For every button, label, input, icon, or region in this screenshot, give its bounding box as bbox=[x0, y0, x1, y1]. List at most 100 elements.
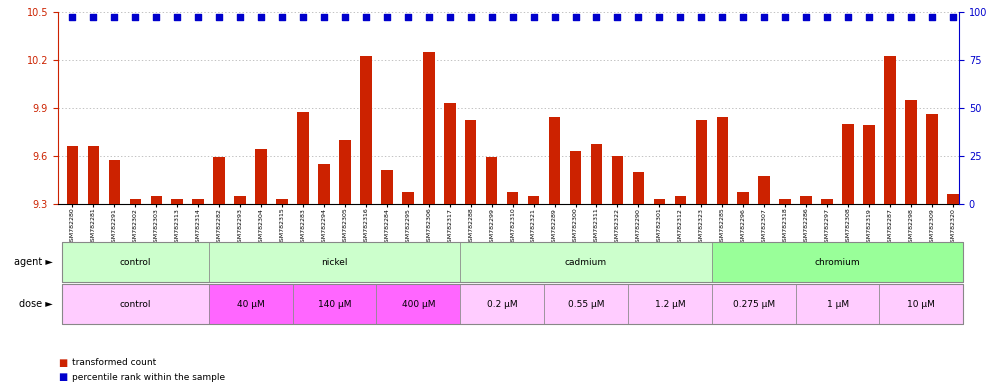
Point bbox=[127, 14, 143, 20]
Text: 1.2 μM: 1.2 μM bbox=[654, 300, 685, 309]
Bar bbox=[171, 199, 183, 204]
Bar bbox=[444, 103, 455, 204]
Bar bbox=[528, 195, 540, 204]
Point bbox=[337, 14, 353, 20]
Bar bbox=[486, 157, 497, 204]
Bar bbox=[864, 125, 874, 204]
Bar bbox=[591, 144, 603, 204]
Point bbox=[107, 14, 123, 20]
Point bbox=[316, 14, 332, 20]
Point bbox=[651, 14, 667, 20]
Bar bbox=[297, 113, 309, 204]
Point bbox=[903, 14, 919, 20]
Point bbox=[86, 14, 102, 20]
Bar bbox=[780, 199, 791, 204]
Bar bbox=[926, 114, 937, 204]
Bar bbox=[129, 199, 141, 204]
Bar bbox=[884, 56, 895, 204]
Bar bbox=[822, 199, 833, 204]
Point bbox=[211, 14, 227, 20]
Point bbox=[861, 14, 876, 20]
Text: chromium: chromium bbox=[815, 258, 861, 266]
Text: 140 μM: 140 μM bbox=[318, 300, 352, 309]
Point bbox=[798, 14, 814, 20]
Text: 40 μM: 40 μM bbox=[237, 300, 265, 309]
Point bbox=[714, 14, 730, 20]
Point bbox=[756, 14, 772, 20]
Bar bbox=[612, 156, 623, 204]
Bar bbox=[340, 139, 351, 204]
Bar bbox=[67, 146, 79, 204]
Bar bbox=[758, 176, 770, 204]
Bar bbox=[716, 117, 728, 204]
Point bbox=[169, 14, 185, 20]
Point bbox=[672, 14, 688, 20]
Point bbox=[295, 14, 311, 20]
Bar bbox=[549, 117, 561, 204]
Point bbox=[547, 14, 563, 20]
Point bbox=[526, 14, 542, 20]
Point bbox=[148, 14, 164, 20]
Bar bbox=[402, 192, 413, 204]
Text: 0.55 μM: 0.55 μM bbox=[568, 300, 605, 309]
Text: 0.275 μM: 0.275 μM bbox=[733, 300, 775, 309]
Bar bbox=[109, 161, 121, 204]
Text: 10 μM: 10 μM bbox=[907, 300, 935, 309]
Point bbox=[882, 14, 898, 20]
Point bbox=[505, 14, 521, 20]
Bar bbox=[674, 195, 686, 204]
Bar bbox=[381, 170, 392, 204]
Bar bbox=[653, 199, 665, 204]
Bar bbox=[276, 199, 288, 204]
Bar bbox=[361, 56, 372, 204]
Text: control: control bbox=[120, 258, 151, 266]
Point bbox=[840, 14, 856, 20]
Bar bbox=[423, 51, 434, 204]
Point bbox=[65, 14, 81, 20]
Point bbox=[945, 14, 961, 20]
Point bbox=[924, 14, 940, 20]
Bar bbox=[319, 164, 330, 204]
Text: ■: ■ bbox=[58, 358, 67, 368]
Text: control: control bbox=[120, 300, 151, 309]
Text: 1 μM: 1 μM bbox=[827, 300, 849, 309]
Point bbox=[358, 14, 374, 20]
Text: agent ►: agent ► bbox=[14, 257, 53, 267]
Bar bbox=[695, 120, 707, 204]
Point bbox=[232, 14, 248, 20]
Text: cadmium: cadmium bbox=[565, 258, 608, 266]
Bar bbox=[843, 124, 854, 204]
Point bbox=[484, 14, 500, 20]
Text: percentile rank within the sample: percentile rank within the sample bbox=[72, 372, 225, 382]
Point bbox=[442, 14, 458, 20]
Bar bbox=[570, 151, 582, 204]
Text: nickel: nickel bbox=[322, 258, 348, 266]
Bar bbox=[737, 192, 749, 204]
Bar bbox=[88, 146, 100, 204]
Point bbox=[735, 14, 751, 20]
Bar bbox=[213, 157, 225, 204]
Bar bbox=[255, 149, 267, 204]
Bar bbox=[632, 172, 644, 204]
Bar bbox=[801, 195, 812, 204]
Point bbox=[693, 14, 709, 20]
Point bbox=[463, 14, 479, 20]
Point bbox=[378, 14, 394, 20]
Point bbox=[190, 14, 206, 20]
Bar bbox=[150, 195, 162, 204]
Text: dose ►: dose ► bbox=[19, 299, 53, 310]
Bar bbox=[192, 199, 204, 204]
Point bbox=[399, 14, 415, 20]
Point bbox=[253, 14, 269, 20]
Bar bbox=[234, 195, 246, 204]
Point bbox=[589, 14, 605, 20]
Bar bbox=[507, 192, 518, 204]
Bar bbox=[905, 99, 916, 204]
Text: 400 μM: 400 μM bbox=[401, 300, 435, 309]
Bar bbox=[465, 120, 476, 204]
Text: transformed count: transformed count bbox=[72, 358, 156, 367]
Point bbox=[777, 14, 793, 20]
Point bbox=[421, 14, 437, 20]
Bar bbox=[947, 194, 958, 204]
Point bbox=[568, 14, 584, 20]
